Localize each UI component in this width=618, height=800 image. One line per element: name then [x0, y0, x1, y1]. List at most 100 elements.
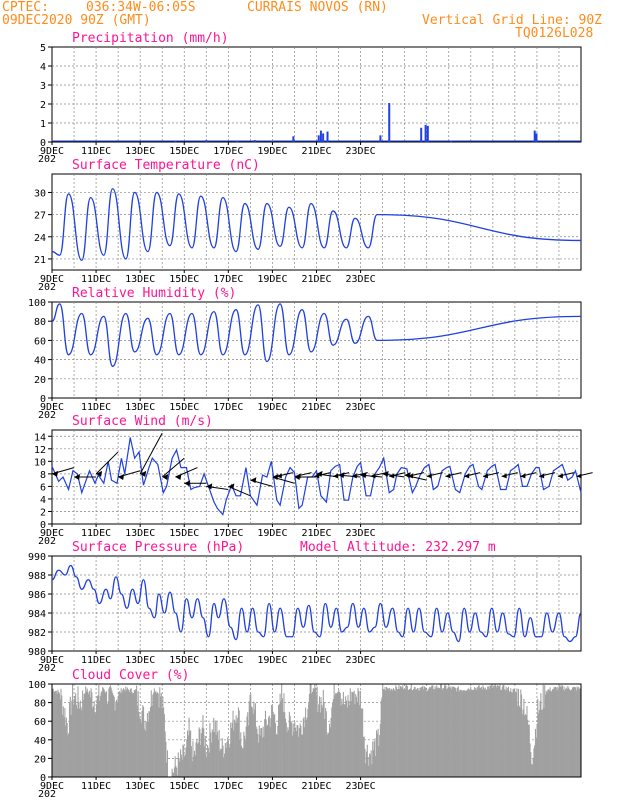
y-tick-label: 988	[28, 571, 46, 582]
cloud-cover-bar	[261, 728, 263, 777]
cloud-cover-bar	[346, 707, 348, 777]
cloud-cover-bar	[386, 688, 388, 777]
cloud-cover-bar	[284, 718, 287, 777]
cloud-cover-bar	[206, 757, 208, 777]
x-tick-label: 9DEC	[40, 655, 64, 666]
cloud-cover-bar	[396, 687, 398, 777]
cloud-cover-bar	[80, 707, 82, 777]
cloud-cover-bar	[357, 687, 359, 777]
cloud-cover-bar	[463, 690, 465, 777]
cloud-cover-bar	[248, 701, 250, 777]
cloud-cover-bar	[296, 725, 298, 777]
cloud-cover-bar	[336, 692, 338, 777]
cloud-cover-bar	[521, 714, 523, 777]
cloud-panel-frame	[51, 683, 582, 778]
cloud-cover-bar	[543, 707, 545, 777]
cloud-cover-bar	[174, 756, 176, 777]
precip-bar	[449, 141, 452, 142]
cloud-cover-bar	[459, 689, 461, 777]
y-tick-label: 20	[34, 375, 46, 386]
cloud-cover-bar	[428, 688, 430, 777]
cloud-cover-bar	[364, 748, 366, 777]
cloud-cover-bar	[64, 708, 66, 777]
cloud-cover-bar	[201, 727, 203, 777]
cloud-cover-bar	[305, 707, 307, 777]
cloud-cover-bar	[322, 707, 324, 777]
cloud-cover-bar	[275, 733, 277, 777]
cloud-cover-bar	[341, 698, 343, 777]
cloud-cover-bar	[390, 688, 392, 777]
cloud-cover-bar	[68, 702, 71, 777]
cloud-cover-bar	[572, 687, 574, 777]
cloud-cover-bar	[183, 757, 185, 777]
cloud-cover-bar	[229, 743, 231, 777]
wind-arrowhead	[162, 474, 169, 480]
cloud-cover-bar	[367, 756, 369, 777]
precip-bar	[174, 141, 177, 142]
cloud-cover-bar	[508, 691, 510, 777]
y-tick-label: 984	[28, 609, 46, 620]
cloud-cover-bar	[369, 753, 371, 777]
cloud-cover-bar	[304, 727, 306, 777]
cloud-cover-bar	[166, 762, 168, 777]
cloud-cover-bar	[200, 733, 202, 777]
cloud-cover-bar	[379, 735, 381, 777]
cloud-cover-bar	[410, 684, 412, 777]
cloud-cover-bar	[117, 697, 119, 777]
year-stub: 202	[38, 410, 56, 421]
cloud-cover-bar	[545, 690, 547, 777]
cloud-cover-bar	[246, 716, 248, 777]
cloud-cover-bar	[400, 686, 402, 777]
cloud-cover-bar	[187, 730, 189, 777]
cloud-cover-bar	[377, 728, 379, 777]
cloud-cover-bar	[548, 690, 550, 777]
y-tick-label: 0	[40, 773, 46, 784]
cloud-cover-bar	[88, 694, 90, 777]
cloud-cover-bar	[121, 692, 123, 777]
cloud-cover-bar	[238, 710, 240, 777]
wind-arrowhead	[482, 473, 488, 479]
cloud-cover-bar	[415, 689, 417, 777]
cloud-cover-bar	[54, 691, 56, 777]
cloud-cover-bar	[298, 736, 300, 777]
cloud-cover-bar	[522, 709, 524, 777]
cloud-cover-bar	[470, 686, 472, 777]
cloud-cover-bar	[558, 689, 560, 777]
cloud-cover-bar	[352, 692, 354, 777]
cloud-cover-bar	[72, 704, 74, 777]
cloud-cover-bar	[313, 688, 315, 777]
wind-arrowhead	[576, 473, 582, 479]
cloud-cover-bar	[413, 689, 415, 777]
cloud-cover-bar	[454, 687, 456, 777]
x-tick-label: 11DEC	[81, 274, 111, 285]
cloud-cover-bar	[436, 687, 439, 777]
cloud-cover-bar	[531, 764, 533, 777]
cloud-cover-bar	[391, 689, 393, 777]
cloud-cover-bar	[475, 687, 477, 777]
cloud-cover-bar	[426, 690, 429, 777]
cloud-cover-bar	[487, 686, 489, 777]
cloud-cover-bar	[550, 691, 552, 777]
wind-arrowhead	[426, 473, 432, 479]
cloud-cover-bar	[338, 692, 341, 777]
cloud-cover-bar	[257, 733, 259, 777]
cloud-cover-bar	[260, 728, 262, 777]
wind-arrowhead	[96, 470, 103, 477]
cloud-cover-bar	[247, 712, 249, 777]
y-tick-label: 10	[34, 457, 46, 468]
cloud-cover-bar	[81, 710, 83, 777]
cloud-cover-bar	[485, 689, 487, 777]
model-code: TQ0126L028	[515, 26, 594, 41]
cloud-cover-bar	[366, 744, 368, 777]
cloud-cover-bar	[109, 685, 111, 777]
cloud-cover-bar	[99, 695, 101, 777]
cloud-cover-bar	[446, 688, 449, 777]
cloud-cover-bar	[534, 728, 537, 777]
cloud-cover-bar	[303, 717, 305, 777]
cloud-cover-bar	[373, 741, 375, 777]
cloud-cover-bar	[320, 697, 322, 777]
x-tick-label: 21DEC	[301, 146, 331, 157]
cloud-cover-bar	[538, 713, 540, 777]
cloud-cover-bar	[571, 689, 573, 777]
